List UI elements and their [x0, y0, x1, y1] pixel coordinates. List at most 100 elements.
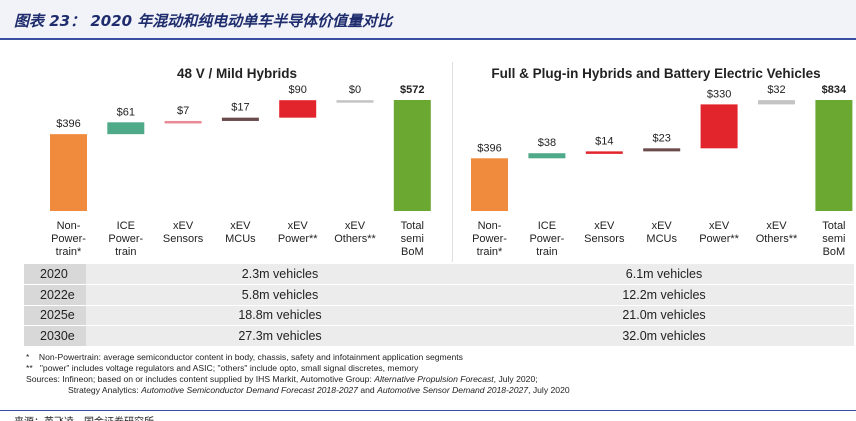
- category-label: xEV: [173, 220, 194, 232]
- full-hybrid-bev-volume: 12.2m vehicles: [474, 284, 854, 306]
- full-hybrid-bev-volume: 32.0m vehicles: [474, 325, 854, 347]
- footnote-text: "power" includes voltage regulators and …: [39, 363, 419, 373]
- mild-hybrid-volume: 2.3m vehicles: [86, 264, 474, 285]
- category-label: ICE: [538, 220, 556, 232]
- category-label: ICE: [117, 220, 135, 232]
- category-label: xEV: [594, 220, 615, 232]
- vehicle-volume-table: 2020 2.3m vehicles 6.1m vehicles 2022e 5…: [24, 264, 854, 347]
- left-chart-title: 48 V / Mild Hybrids: [176, 66, 298, 81]
- category-label: MCUs: [225, 233, 256, 245]
- value-label: $17: [231, 102, 249, 114]
- category-label: train: [536, 246, 557, 258]
- category-label: xEV: [709, 220, 730, 232]
- footnote-mark: *: [26, 352, 30, 362]
- category-label: MCUs: [646, 233, 677, 245]
- value-label: $23: [653, 132, 671, 144]
- category-label: Total: [401, 220, 424, 232]
- category-label: xEV: [652, 220, 673, 232]
- value-label: $32: [767, 84, 785, 96]
- value-label: $61: [117, 106, 135, 118]
- category-label: xEV: [766, 220, 787, 232]
- category-label: BoM: [401, 246, 424, 258]
- source-title: Automotive Semiconductor Demand Forecast…: [141, 385, 358, 395]
- footnote-1: * Non-Powertrain: average semiconductor …: [26, 352, 570, 363]
- table-row: 2030e 27.3m vehicles 32.0m vehicles: [24, 325, 854, 347]
- source-text: , July 2020;: [493, 374, 538, 384]
- source-title: Alternative Propulsion Forecast: [374, 374, 494, 384]
- mild-hybrid-volume: 27.3m vehicles: [86, 325, 474, 347]
- bar-full-1: [528, 153, 566, 159]
- value-label: $0: [349, 84, 361, 96]
- table-row: 2025e 18.8m vehicles 21.0m vehicles: [24, 305, 854, 326]
- year-cell: 2025e: [24, 305, 86, 326]
- value-label: $90: [289, 84, 307, 96]
- footer-rule: [0, 410, 856, 411]
- sources-line-1: Sources: Infineon; based on or includes …: [26, 374, 570, 385]
- category-label: xEV: [345, 220, 366, 232]
- footnote-2: ** "power" includes voltage regulators a…: [26, 363, 570, 374]
- figure-source: 来源：英飞凌，国金证券研究所: [14, 413, 154, 421]
- value-label: $834: [822, 84, 847, 96]
- value-label: $572: [400, 84, 424, 96]
- value-label: $330: [707, 88, 731, 100]
- category-label: Power-: [529, 233, 564, 245]
- value-label: $38: [538, 137, 556, 149]
- category-label: train: [115, 246, 136, 258]
- category-label: Total: [822, 220, 845, 232]
- footnote-text: Non-Powertrain: average semiconductor co…: [38, 352, 463, 362]
- figure-title: 图表 23： 2020 年混动和纯电动单车半导体价值量对比: [14, 12, 393, 30]
- value-label: $14: [595, 135, 613, 147]
- category-label: semi: [401, 233, 424, 245]
- bar-full-0: [471, 158, 508, 211]
- full-hybrid-bev-volume: 21.0m vehicles: [474, 305, 854, 326]
- footnotes: * Non-Powertrain: average semiconductor …: [26, 352, 570, 396]
- panel-divider: [452, 62, 453, 262]
- bar-mild-1: [107, 122, 145, 135]
- category-label: xEV: [288, 220, 309, 232]
- table-row: 2022e 5.8m vehicles 12.2m vehicles: [24, 284, 854, 306]
- full-hybrid-bev-volume: 6.1m vehicles: [474, 264, 854, 285]
- category-label: Power**: [278, 233, 318, 245]
- sources-line-2: Strategy Analytics: Automotive Semicondu…: [26, 385, 570, 396]
- category-label: train*: [477, 246, 503, 258]
- category-label: Power-: [51, 233, 86, 245]
- source-text: Sources: Infineon; based on or includes …: [26, 374, 375, 384]
- category-label: Power-: [108, 233, 143, 245]
- mild-hybrid-volume: 18.8m vehicles: [86, 305, 474, 326]
- category-label: Power**: [699, 233, 739, 245]
- bar-full-2: [585, 151, 623, 154]
- year-cell: 2020: [24, 264, 86, 285]
- category-label: xEV: [230, 220, 251, 232]
- category-label: BoM: [823, 246, 846, 258]
- bar-full-3: [643, 148, 681, 152]
- source-text: , July 2020: [528, 385, 570, 395]
- bar-mild-3: [221, 117, 259, 121]
- bar-mild-2: [164, 120, 202, 124]
- source-title: Automotive Sensor Demand 2018-2027: [377, 385, 529, 395]
- footnote-mark: **: [26, 363, 33, 373]
- category-label: Sensors: [584, 233, 625, 245]
- category-label: Others**: [756, 233, 798, 245]
- category-label: Sensors: [163, 233, 204, 245]
- source-text: Strategy Analytics:: [68, 385, 142, 395]
- bar-mild-4: [279, 100, 317, 118]
- category-label: train*: [56, 246, 82, 258]
- source-text: and: [357, 385, 378, 395]
- year-cell: 2022e: [24, 284, 86, 306]
- bar-mild-6: [393, 100, 431, 211]
- category-label: semi: [822, 233, 845, 245]
- table-row: 2020 2.3m vehicles 6.1m vehicles: [24, 264, 854, 285]
- category-label: Others**: [334, 233, 376, 245]
- right-chart-title: Full & Plug-in Hybrids and Battery Elect…: [491, 66, 821, 81]
- bar-full-6: [815, 100, 853, 211]
- value-label: $7: [177, 105, 189, 117]
- category-label: Non-: [478, 220, 502, 232]
- value-label: $396: [477, 142, 501, 154]
- figure-header: 图表 23： 2020 年混动和纯电动单车半导体价值量对比: [0, 0, 856, 40]
- category-label: Non-: [57, 220, 81, 232]
- waterfall-charts: $396Non-Power-train*$61ICEPower-train$7x…: [50, 84, 853, 258]
- category-label: Power-: [472, 233, 507, 245]
- bar-mild-5: [336, 100, 374, 103]
- mild-hybrid-volume: 5.8m vehicles: [86, 284, 474, 306]
- bar-mild-0: [50, 134, 87, 211]
